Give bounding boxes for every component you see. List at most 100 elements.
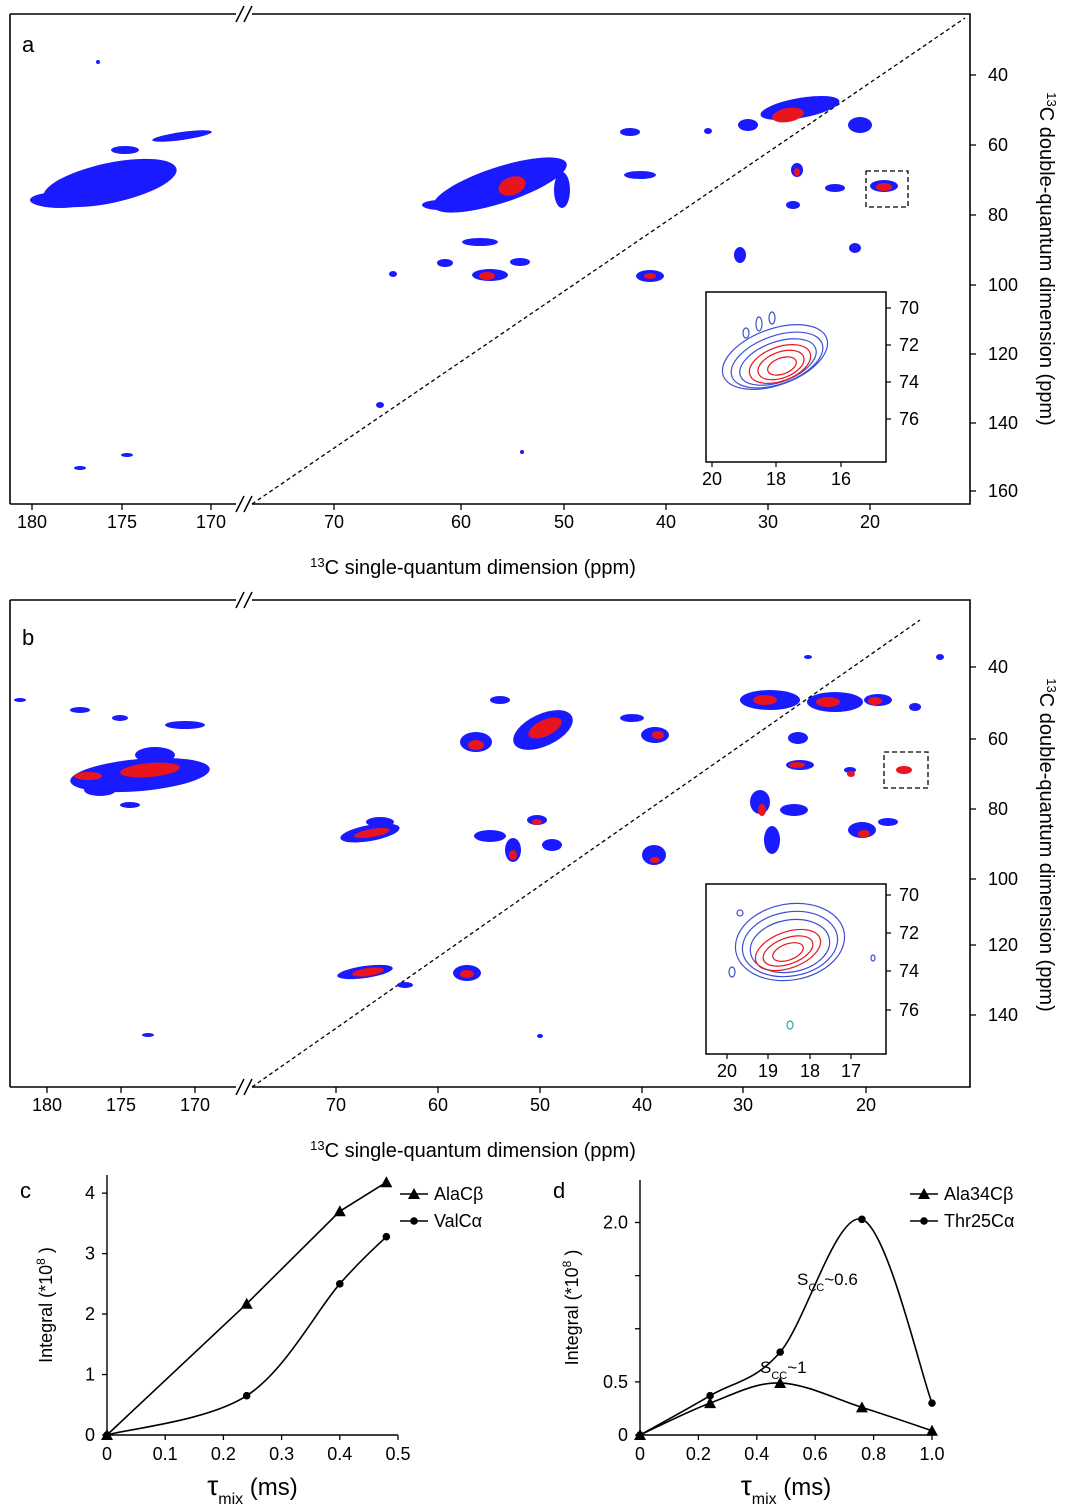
legend-item: ValCα — [400, 1211, 482, 1231]
spectrum-contours — [30, 60, 898, 470]
diagonal-line — [251, 17, 966, 505]
inset-a — [705, 291, 887, 463]
x-tick-label: 50 — [554, 512, 574, 532]
y-tick-label: 60 — [988, 729, 1008, 749]
inset-x-tick-label: 19 — [758, 1061, 778, 1081]
x-tick-label: 0.5 — [385, 1444, 410, 1464]
data-point-triangle — [926, 1424, 938, 1436]
data-point-circle — [103, 1431, 111, 1439]
y-tick-label: 60 — [988, 135, 1008, 155]
data-point-circle — [382, 1232, 391, 1241]
y-tick-label: 140 — [988, 413, 1018, 433]
x-tick-label: 170 — [196, 512, 226, 532]
inset-y-tick-label: 72 — [899, 335, 919, 355]
x-tick-label: 0.2 — [211, 1444, 236, 1464]
y-tick-label: 40 — [988, 65, 1008, 85]
series-ValCα — [103, 1232, 391, 1439]
y-tick-label: 100 — [988, 869, 1018, 889]
inset-y-tick-label: 74 — [899, 372, 919, 392]
x-tick-label: 50 — [530, 1095, 550, 1115]
x-tick-label: 0.6 — [803, 1444, 828, 1464]
y-tick-label: 0 — [618, 1425, 628, 1445]
line-chart-d: d 0 0.2 0.4 0.6 0.8 1.0 0 0.5 2.0 τmix (ms) Integra… — [553, 1178, 1014, 1507]
x-tick-label: 180 — [32, 1095, 62, 1115]
series-line — [639, 1382, 933, 1436]
line-chart-c: c 0 0.1 0.2 0.3 0.4 0.5 0 1 2 3 4 τmix (ms) Integral … — [20, 1175, 483, 1507]
legend-label: ValCα — [434, 1211, 482, 1231]
data-point-circle — [706, 1391, 714, 1400]
panel-letter: a — [22, 32, 35, 57]
inset-x-tick-label: 20 — [702, 469, 722, 489]
inset-axes-a: 20 18 16 70 72 74 76 — [702, 298, 919, 489]
y-tick-label: 0 — [85, 1425, 95, 1445]
series-AlaCβ — [101, 1176, 393, 1440]
y-axis-label: 13C double-quantum dimension (ppm) — [1035, 678, 1060, 1012]
x-tick-label: 0.1 — [153, 1444, 178, 1464]
x-tick-label: 175 — [107, 512, 137, 532]
y-tick-label: 80 — [988, 799, 1008, 819]
inset-y-tick-label: 70 — [899, 298, 919, 318]
legend-label: Thr25Cα — [944, 1211, 1014, 1231]
legend-item: Ala34Cβ — [910, 1184, 1013, 1204]
y-tick-label: 2 — [85, 1304, 95, 1324]
legend-marker-triangle — [408, 1188, 420, 1199]
annotation: SCC~1 — [760, 1358, 807, 1382]
inset-y-tick-label: 74 — [899, 961, 919, 981]
data-point-circle — [336, 1280, 344, 1288]
x-tick-label: 70 — [324, 512, 344, 532]
inset-y-tick-label: 76 — [899, 409, 919, 429]
series-line — [106, 1236, 387, 1436]
axis-break-bottom — [235, 1078, 253, 1096]
data-point-triangle — [333, 1205, 346, 1217]
inset-b — [705, 883, 887, 1055]
legend-marker-circle — [920, 1217, 928, 1225]
x-tick-label: 0.4 — [744, 1444, 769, 1464]
x-tick-label: 0 — [635, 1444, 645, 1464]
inset-x-tick-label: 18 — [800, 1061, 820, 1081]
x-tick-label: 40 — [632, 1095, 652, 1115]
data-point-circle — [636, 1431, 644, 1439]
x-tick-label: 0.8 — [861, 1444, 886, 1464]
x-tick-label: 20 — [856, 1095, 876, 1115]
legend-item: Thr25Cα — [910, 1211, 1014, 1231]
y-tick-label: 2.0 — [603, 1213, 628, 1233]
x-tick-label: 60 — [428, 1095, 448, 1115]
x-tick-label: 0.4 — [327, 1444, 352, 1464]
legend-marker-circle — [410, 1217, 418, 1225]
data-point-triangle — [704, 1397, 717, 1409]
data-point-circle — [242, 1391, 251, 1400]
series-line — [639, 1218, 933, 1436]
y-tick-label: 40 — [988, 657, 1008, 677]
panel-letter: d — [553, 1178, 565, 1203]
inset-axes-b: 20 19 18 17 70 72 74 76 — [717, 885, 919, 1081]
x-tick-label: 175 — [106, 1095, 136, 1115]
inset-x-tick-label: 18 — [766, 469, 786, 489]
y-tick-label: 140 — [988, 1005, 1018, 1025]
y-tick-label: 120 — [988, 344, 1018, 364]
series-Thr25Cα — [636, 1215, 936, 1439]
y-tick-label: 0.5 — [603, 1372, 628, 1392]
data-point-triangle — [380, 1176, 393, 1188]
spectrum-axes-b: 180 175 170 70 60 50 40 30 20 40 60 80 100 120 140 13C … — [32, 657, 1060, 1162]
x-axis-label: 13C single-quantum dimension (ppm) — [310, 1138, 636, 1163]
series-line — [106, 1181, 387, 1436]
series-Ala34Cβ — [634, 1376, 938, 1440]
x-axis-label: 13C single-quantum dimension (ppm) — [310, 555, 636, 580]
inset-x-tick-label: 17 — [841, 1061, 861, 1081]
x-tick-label: 0 — [102, 1444, 112, 1464]
data-point-triangle — [240, 1297, 253, 1309]
y-tick-label: 160 — [988, 481, 1018, 501]
axis-break-top — [235, 5, 253, 23]
x-tick-label: 30 — [733, 1095, 753, 1115]
data-point-triangle — [774, 1376, 787, 1388]
y-axis-label: Integral (*108 ) — [34, 1247, 56, 1363]
selection-box — [865, 170, 909, 208]
x-tick-label: 0.2 — [686, 1444, 711, 1464]
inset-x-tick-label: 16 — [831, 469, 851, 489]
x-tick-label: 70 — [326, 1095, 346, 1115]
y-tick-label: 4 — [85, 1183, 95, 1203]
x-axis-label: τmix (ms) — [207, 1470, 298, 1507]
panel-letter: c — [20, 1178, 31, 1203]
x-tick-label: 30 — [758, 512, 778, 532]
axis-break-top — [235, 591, 253, 609]
